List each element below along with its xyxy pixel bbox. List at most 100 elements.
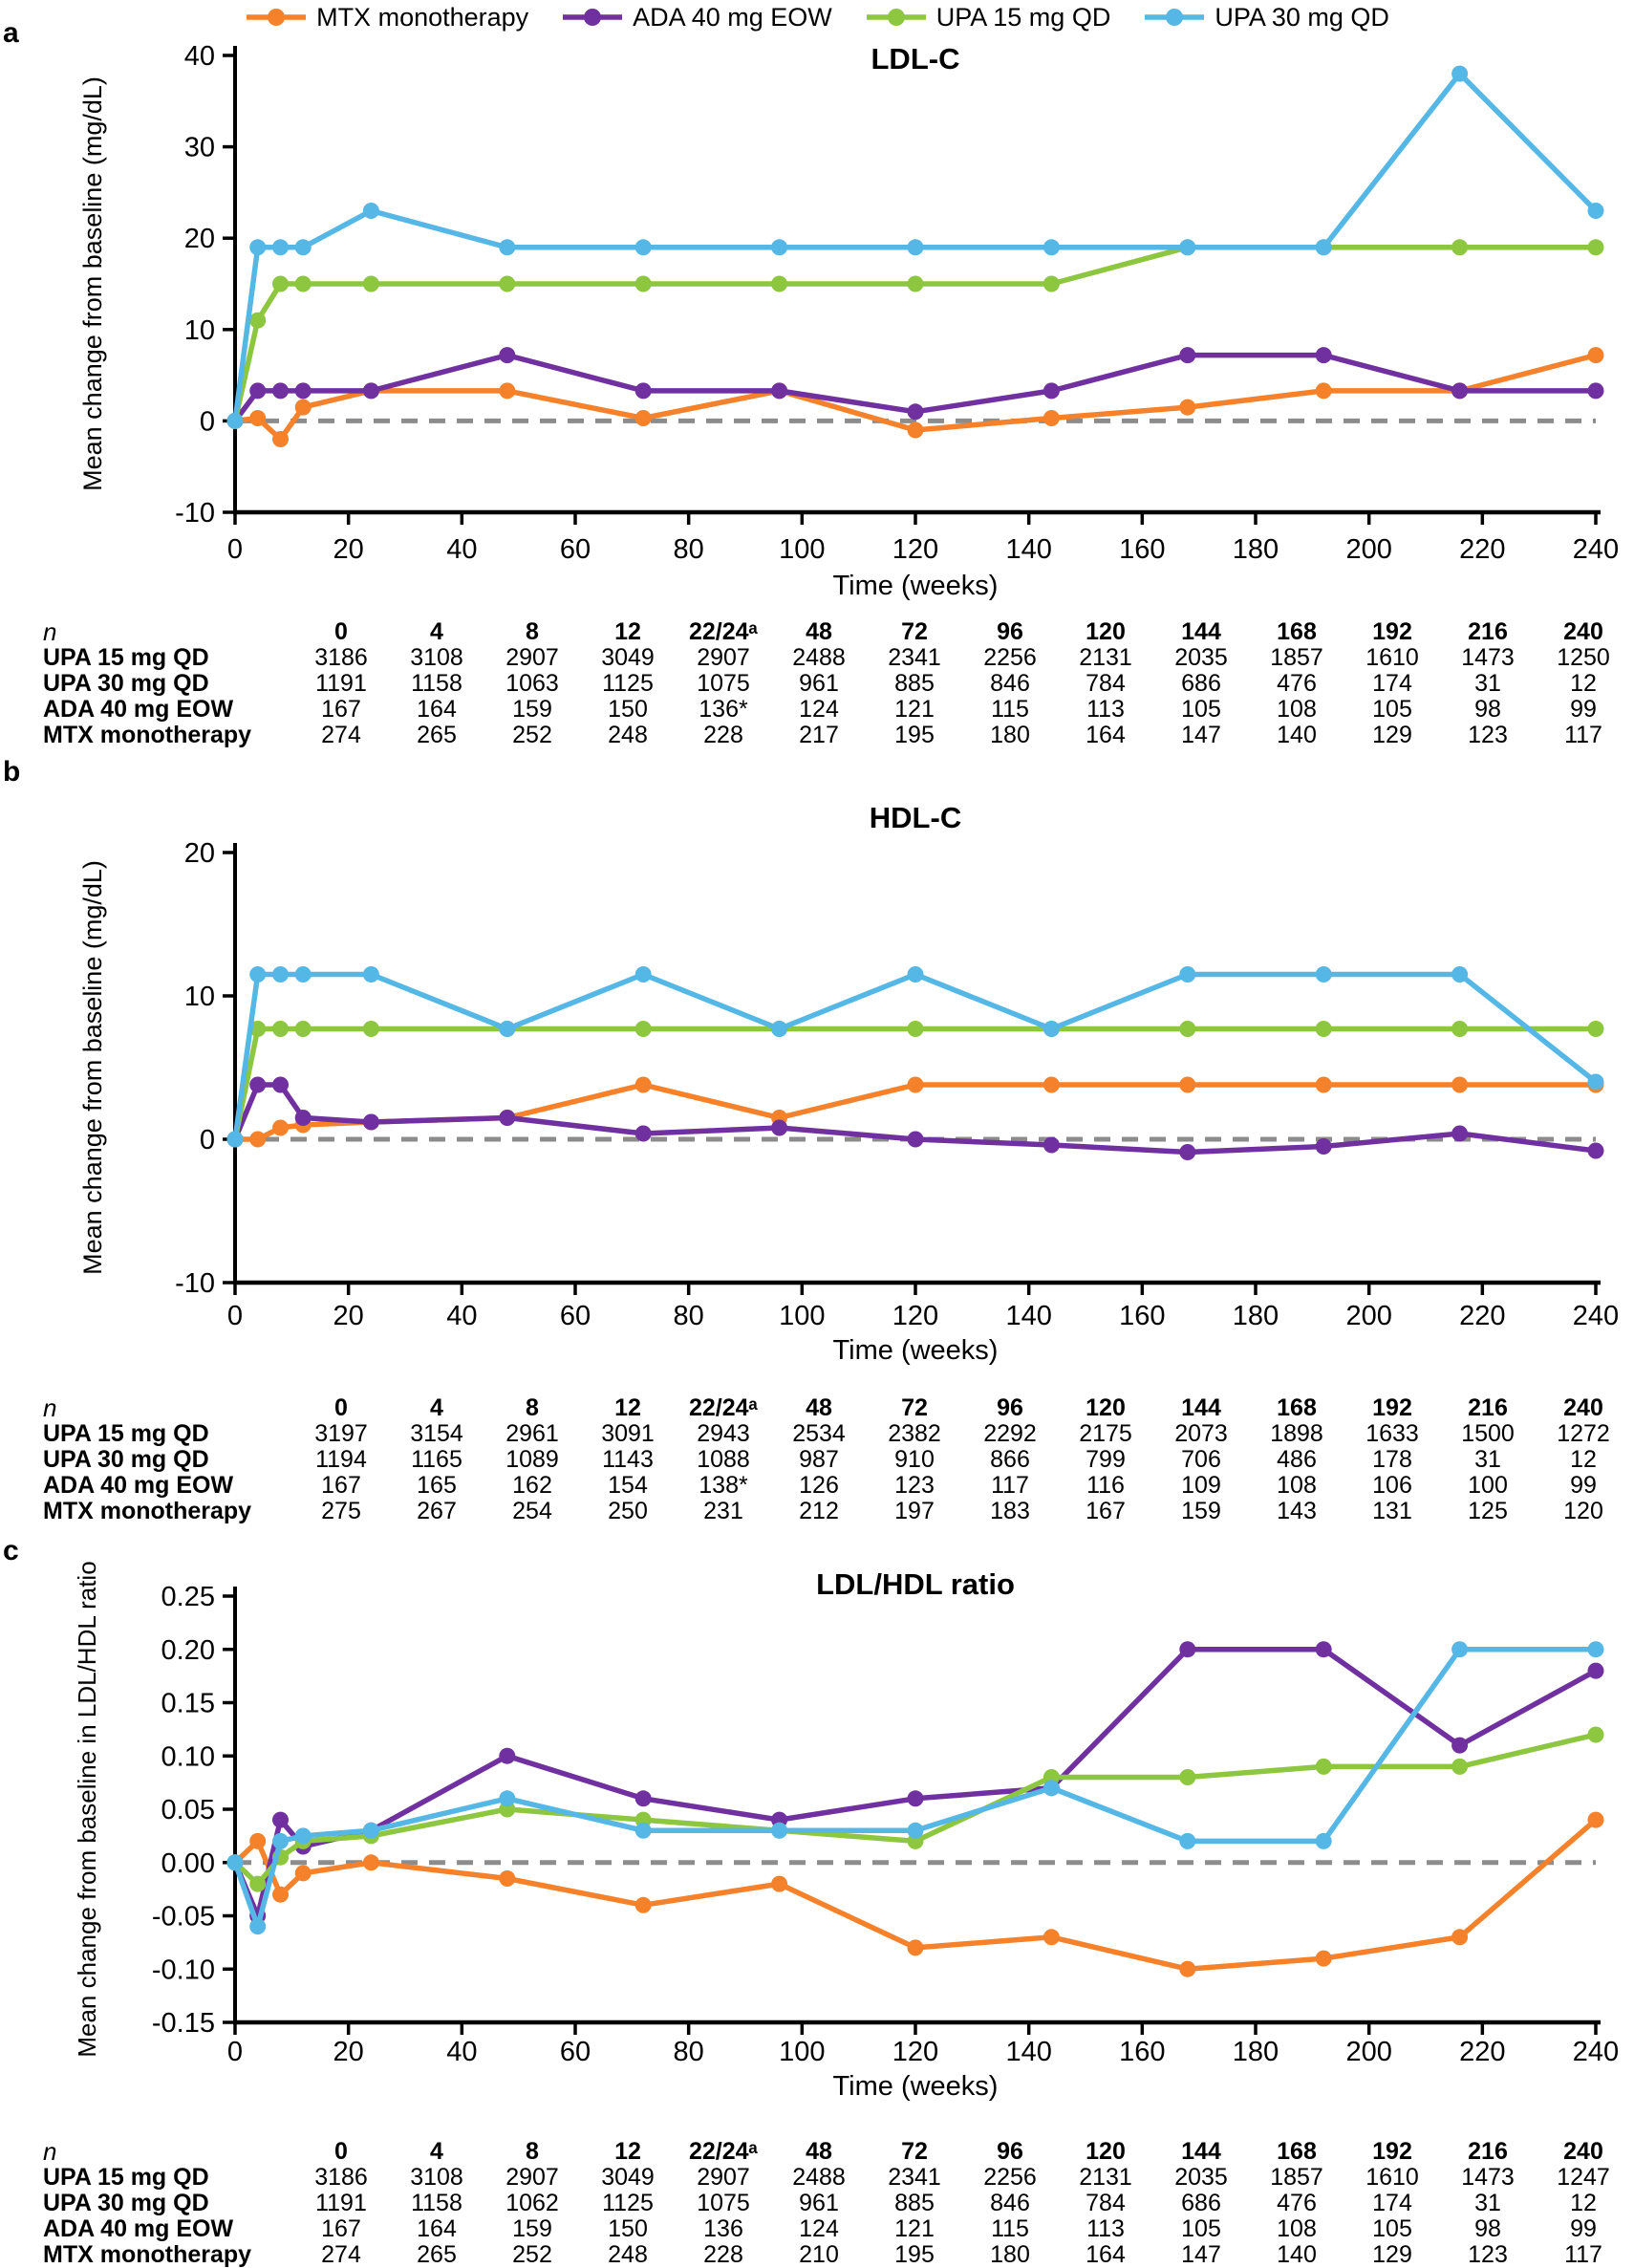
table-cell: 2534 xyxy=(792,1420,846,1447)
data-point xyxy=(499,1021,516,1037)
data-point xyxy=(249,966,267,983)
data-point xyxy=(1451,1758,1469,1775)
data-point xyxy=(499,1790,516,1807)
legend-marker-icon xyxy=(563,9,623,26)
data-point xyxy=(1451,1021,1469,1037)
x-tick-label: 160 xyxy=(1119,1301,1165,1331)
y-tick-label: -10 xyxy=(175,1268,215,1299)
legend-label: MTX monotherapy xyxy=(316,2,529,32)
data-point xyxy=(634,275,652,292)
table-cell: 1473 xyxy=(1461,2164,1515,2191)
x-tick-label: 40 xyxy=(446,2037,477,2067)
table-cell: 784 xyxy=(1086,670,1126,697)
data-point xyxy=(634,410,652,426)
data-point xyxy=(294,1827,312,1845)
table-header-row: n 0 4 8 12 22/24ᵃ 48 72 96 120 144 168 192 216 240 xyxy=(43,619,1634,645)
table-cell: 159 xyxy=(1181,1498,1221,1524)
table-cell: 2035 xyxy=(1174,2164,1228,2191)
legend-label: UPA 30 mg QD xyxy=(1215,2,1389,32)
data-point xyxy=(1315,239,1332,256)
x-tick-label: 220 xyxy=(1459,1301,1505,1331)
table-row: ADA 40 mg EOW 167 164 159 150 136 124 121 115 113… xyxy=(43,2216,1634,2242)
data-point xyxy=(499,1110,516,1126)
data-point xyxy=(771,1119,788,1136)
table-cell: 31 xyxy=(1474,1446,1501,1473)
table-cell: 846 xyxy=(990,670,1030,697)
table-header-cell: 168 xyxy=(1277,1394,1317,1421)
table-row: ADA 40 mg EOW 167 164 159 150 136* 124 121 115 11… xyxy=(43,697,1634,723)
table-cell: 2341 xyxy=(888,644,941,671)
table-cell: 123 xyxy=(1468,2241,1508,2268)
table-cell: 252 xyxy=(512,722,552,748)
table-header-cell: 8 xyxy=(526,2138,539,2165)
table-cell: 2488 xyxy=(792,2164,846,2191)
chart-b: HDL-C Mean change from baseline (mg/dL) 20… xyxy=(78,801,1619,1366)
legend-label: ADA 40 mg EOW xyxy=(633,2,832,32)
data-point xyxy=(771,239,788,256)
x-tick-label: 220 xyxy=(1459,2037,1505,2067)
table-cell: 138* xyxy=(699,1472,748,1499)
x-tick-label: 120 xyxy=(892,1301,938,1331)
y-tick-label: 0 xyxy=(200,1125,215,1156)
table-cell: 961 xyxy=(799,670,839,697)
table-cell: 136* xyxy=(699,696,748,723)
table-header-cell: 120 xyxy=(1086,618,1126,645)
table-row-label: UPA 30 mg QD xyxy=(43,1446,209,1473)
data-point xyxy=(1179,1832,1196,1849)
data-point xyxy=(294,1110,312,1126)
table-cell: 117 xyxy=(1564,722,1602,748)
data-point xyxy=(1315,1950,1332,1967)
table-cell: 167 xyxy=(1086,1498,1126,1524)
x-tick-label: 200 xyxy=(1345,1301,1391,1331)
data-point xyxy=(362,1854,379,1871)
table-cell: 116 xyxy=(1086,1472,1125,1499)
legend-item: ADA 40 mg EOW xyxy=(561,3,832,32)
x-tick-label: 0 xyxy=(227,2037,243,2067)
data-point xyxy=(771,382,788,400)
data-point xyxy=(1043,1780,1060,1797)
x-axis-label: Time (weeks) xyxy=(833,1335,999,1366)
table-cell: 197 xyxy=(894,1498,935,1524)
table-cell: 162 xyxy=(512,1472,552,1499)
table-cell: 3049 xyxy=(601,644,655,671)
table-cell: 1250 xyxy=(1557,644,1610,671)
table-header-cell: 216 xyxy=(1468,1394,1508,1421)
table-cell: 195 xyxy=(894,722,935,748)
data-point xyxy=(1587,1662,1604,1679)
data-point xyxy=(907,1021,924,1037)
table-cell: 987 xyxy=(799,1446,839,1473)
table-header-cell: 96 xyxy=(997,2138,1023,2165)
data-point xyxy=(1451,1737,1469,1754)
x-tick-label: 60 xyxy=(560,2037,591,2067)
table-cell: 486 xyxy=(1277,1446,1317,1473)
table-cell: 1075 xyxy=(697,670,750,697)
data-point xyxy=(907,1939,924,1956)
data-point xyxy=(1451,1929,1469,1946)
table-cell: 265 xyxy=(417,2241,457,2268)
table-cell: 105 xyxy=(1372,2215,1412,2242)
table-cell: 248 xyxy=(608,722,648,748)
x-tick-label: 240 xyxy=(1573,534,1619,565)
table-row: MTX monotherapy 274 265 252 248 228 217 195 180 1… xyxy=(43,723,1634,748)
data-point xyxy=(634,1790,652,1807)
table-header-cell: 96 xyxy=(997,1394,1023,1421)
data-point xyxy=(272,1021,289,1037)
data-point xyxy=(362,966,379,983)
table-cell: 124 xyxy=(799,696,839,723)
table-cell: 2131 xyxy=(1079,644,1132,671)
x-tick-label: 0 xyxy=(227,1301,243,1331)
y-tick-label: 10 xyxy=(184,315,215,346)
table-cell: 1158 xyxy=(411,670,462,697)
x-tick-label: 120 xyxy=(892,534,938,565)
table-row-label: ADA 40 mg EOW xyxy=(43,696,234,723)
data-point xyxy=(771,1875,788,1892)
x-tick-label: 80 xyxy=(674,2037,704,2067)
x-axis-label: Time (weeks) xyxy=(833,571,999,601)
x-tick-label: 200 xyxy=(1345,2037,1391,2067)
x-tick-label: 180 xyxy=(1233,2037,1279,2067)
data-point xyxy=(294,1865,312,1882)
data-point xyxy=(272,1886,289,1903)
x-tick-label: 140 xyxy=(1005,534,1051,565)
table-row-label: UPA 15 mg QD xyxy=(43,1420,209,1447)
